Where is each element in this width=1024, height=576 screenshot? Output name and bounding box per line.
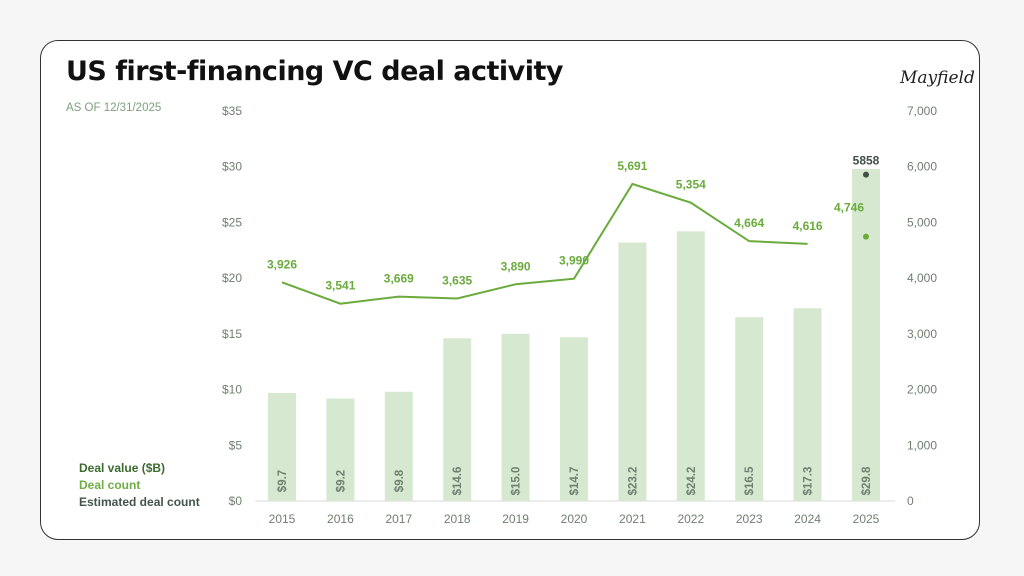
- x-axis-tick: 2015: [269, 512, 296, 526]
- right-axis-tick: 4,000: [907, 271, 937, 285]
- deal-count-label: 3,890: [501, 259, 531, 273]
- bar-label: $23.2: [627, 467, 639, 496]
- bar-deal-value: [326, 398, 355, 501]
- deal-count-label: 3,669: [384, 272, 414, 286]
- bar-label: $9.7: [277, 470, 289, 492]
- legend-deal-value: Deal value ($B): [79, 461, 166, 475]
- deal-count-label: 3,541: [325, 279, 355, 293]
- right-axis-tick: 0: [907, 494, 914, 508]
- x-axis-tick: 2019: [502, 512, 529, 526]
- bar-label: $24.2: [686, 467, 698, 496]
- bar-label: $14.7: [569, 467, 581, 496]
- left-axis-tick: $30: [222, 160, 242, 174]
- left-axis-tick: $15: [222, 327, 242, 341]
- bar-deal-value: [268, 392, 296, 501]
- deal-count-label: 4,616: [793, 219, 823, 233]
- deal-count-label: 5,354: [676, 178, 706, 192]
- bar-deal-value: [443, 338, 472, 501]
- left-axis-tick: $20: [222, 271, 242, 285]
- bar-deal-value: [852, 168, 880, 501]
- bar-label: $16.5: [744, 466, 756, 495]
- x-axis-tick: 2018: [444, 512, 471, 526]
- x-axis-tick: 2021: [619, 512, 646, 526]
- x-axis-tick: 2016: [327, 512, 354, 526]
- right-axis-tick: 5,000: [907, 215, 937, 229]
- bar-label: $29.8: [861, 466, 873, 495]
- right-axis-tick: 1,000: [907, 438, 937, 452]
- left-axis-tick: $5: [229, 438, 243, 452]
- estimated-deal-count-point: [863, 171, 869, 178]
- deal-count-label: 5,691: [617, 159, 647, 173]
- x-axis-tick: 2024: [794, 512, 821, 526]
- bar-label: $9.2: [335, 470, 347, 492]
- bar-label: $9.8: [394, 469, 406, 492]
- deal-count-label: 3,635: [442, 273, 472, 287]
- right-axis-tick: 6,000: [907, 160, 937, 174]
- chart-title: US first-financing VC deal activity: [66, 56, 564, 87]
- left-axis-tick: $10: [222, 383, 242, 397]
- bar-deal-value: [676, 231, 705, 502]
- bar-deal-value: [793, 308, 822, 501]
- bar-deal-value: [618, 242, 647, 501]
- deal-count-label: 4,664: [734, 216, 764, 230]
- bar-deal-value: [501, 333, 530, 501]
- right-axis-tick: 3,000: [907, 327, 937, 341]
- x-axis-tick: 2022: [677, 512, 704, 526]
- bar-label: $14.6: [452, 467, 464, 496]
- right-axis-tick: 7,000: [907, 104, 937, 118]
- x-axis-tick: 2025: [853, 512, 880, 526]
- deal-count-label: 3,990: [559, 254, 589, 268]
- mayfield-logo: Mayfield: [900, 68, 975, 88]
- legend: Deal value ($B) Deal count Estimated dea…: [79, 460, 200, 511]
- legend-estimated-deal-count: Estimated deal count: [79, 495, 200, 509]
- as-of-date: AS OF 12/31/2025: [66, 102, 162, 114]
- estimated-deal-count-label: 5858: [853, 154, 880, 168]
- x-axis-tick: 2017: [385, 512, 412, 526]
- left-axis-tick: $35: [222, 104, 242, 118]
- deal-count-label: 3,926: [267, 257, 297, 271]
- bar-label: $17.3: [803, 467, 815, 496]
- legend-deal-count: Deal count: [79, 478, 141, 492]
- deal-count-label: 4,746: [834, 201, 864, 215]
- x-axis-tick: 2020: [561, 512, 588, 526]
- deal-count-line: [281, 182, 808, 305]
- bar-deal-value: [384, 391, 413, 501]
- bar-label: $15.0: [511, 467, 523, 496]
- bar-deal-value: [560, 337, 588, 501]
- left-axis-tick: $25: [222, 215, 242, 229]
- left-axis-tick: $0: [229, 494, 243, 508]
- x-axis-tick: 2023: [736, 512, 763, 526]
- right-axis-tick: 2,000: [907, 383, 937, 397]
- bar-deal-value: [735, 317, 764, 501]
- deal-count-point: [863, 233, 869, 240]
